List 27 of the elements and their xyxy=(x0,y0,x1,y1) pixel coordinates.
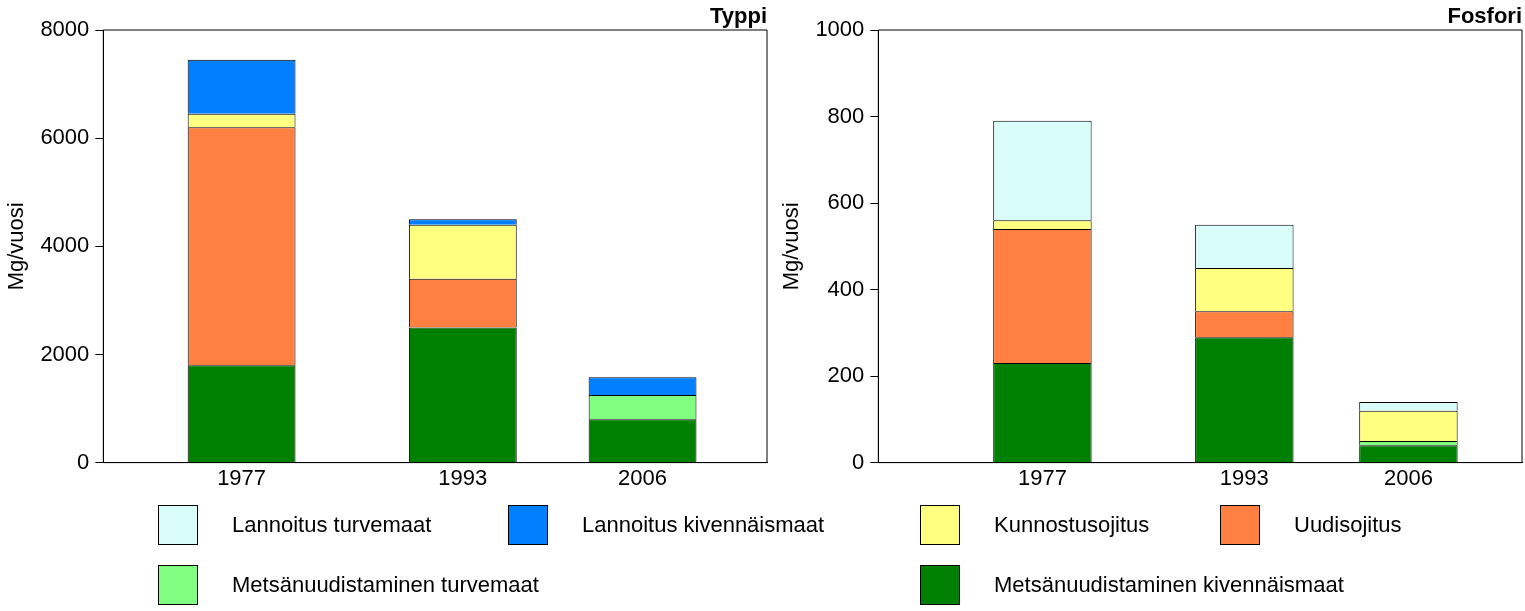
x-tick-label: 1977 xyxy=(1017,464,1067,490)
y-tick-label: 200 xyxy=(827,362,865,388)
legend-label: Lannoitus turvemaat xyxy=(232,512,432,538)
y-tick-label: 6000 xyxy=(40,124,90,150)
legend-label: Uudisojitus xyxy=(1294,512,1402,538)
legend-label: Kunnostusojitus xyxy=(994,512,1150,538)
x-tick-label: 1993 xyxy=(1219,464,1269,490)
chart-title: Fosfori xyxy=(1447,3,1522,29)
legend-label: Lannoitus kivennäismaat xyxy=(582,512,825,538)
x-tick-label: 1993 xyxy=(438,464,488,490)
chart-title: Typpi xyxy=(709,3,767,29)
legend-label: Metsänuudistaminen turvemaat xyxy=(232,572,539,598)
x-tick-label: 1977 xyxy=(217,464,267,490)
x-tick-label: 2006 xyxy=(618,464,668,490)
y-tick-label: 600 xyxy=(827,189,865,215)
y-tick-label: 800 xyxy=(827,102,865,128)
legend-label: Metsänuudistaminen kivennäismaat xyxy=(994,572,1344,598)
x-tick-label: 2006 xyxy=(1383,464,1433,490)
y-tick-label: 4000 xyxy=(40,232,90,258)
y-tick-label: 8000 xyxy=(40,16,90,42)
y-tick-label: 2000 xyxy=(40,340,90,366)
y-tick-label: 0 xyxy=(77,448,90,474)
y-tick-label: 400 xyxy=(827,275,865,301)
y-axis-title: Mg/vuosi xyxy=(778,202,804,291)
y-axis-title: Mg/vuosi xyxy=(3,202,29,291)
y-tick-label: 0 xyxy=(852,448,865,474)
y-tick-label: 1000 xyxy=(815,16,865,42)
